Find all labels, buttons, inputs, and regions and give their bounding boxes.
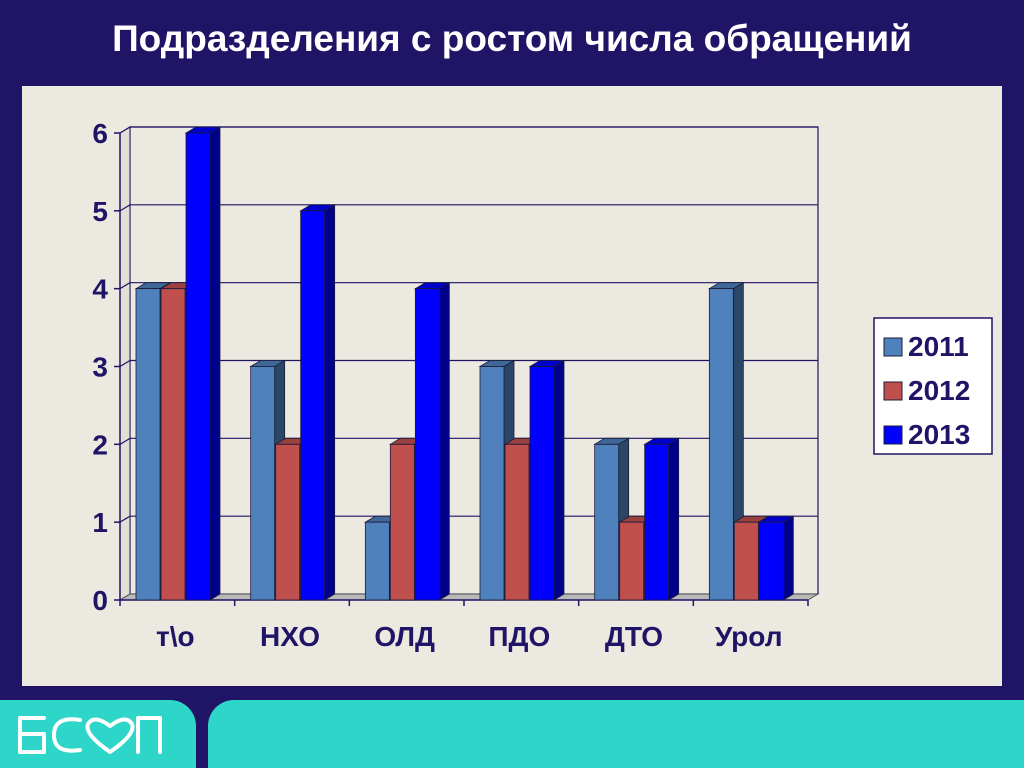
gridline — [119, 437, 818, 445]
slide-title: Подразделения с ростом числа обращений — [112, 18, 912, 59]
bsmp-logo — [18, 716, 162, 754]
bar-side-2013 — [782, 515, 794, 601]
x-tick-label: ПДО — [488, 621, 550, 652]
gridline — [119, 359, 818, 368]
footer-divider — [196, 700, 208, 768]
bar-2011 — [708, 288, 734, 601]
legend-label: 2013 — [908, 419, 970, 450]
bar-side-2013 — [209, 126, 221, 601]
gridline — [119, 282, 818, 290]
bar-2013 — [185, 132, 211, 601]
bar-2012 — [160, 288, 186, 601]
chart-panel: 0 1 2 3 4 5 6 т\о НХО ОЛД ПДО ДТО Урол 2011 2012 2013 — [22, 86, 1002, 686]
y-tick-label: 5 — [92, 196, 108, 227]
bar-2012 — [733, 521, 759, 601]
bar-2012 — [504, 443, 530, 601]
y-tick-label: 0 — [92, 585, 108, 616]
legend-swatch-2012 — [883, 381, 903, 401]
bar-2013 — [758, 521, 784, 601]
bar-2012 — [619, 521, 645, 601]
gridline — [119, 515, 818, 523]
x-tick-label: ДТО — [605, 621, 663, 652]
bar-chart: 0 1 2 3 4 5 6 т\о НХО ОЛД ПДО ДТО Урол 2011 2012 2013 — [92, 118, 993, 652]
bar-2013 — [529, 366, 555, 601]
bar-2012 — [275, 443, 301, 601]
y-tick-label: 4 — [92, 274, 108, 305]
bar-2011 — [135, 288, 161, 601]
gridline — [119, 204, 818, 212]
bar-2013 — [414, 288, 440, 601]
bar-2011 — [364, 521, 390, 601]
y-tick-label: 2 — [92, 429, 108, 460]
y-tick-label: 3 — [92, 352, 108, 383]
legend-swatch-2011 — [883, 337, 903, 357]
x-tick-label: Урол — [715, 621, 783, 652]
footer-bar — [208, 700, 1024, 768]
bar-side-2013 — [553, 359, 565, 601]
y-tick-label: 6 — [92, 118, 108, 149]
y-tick-label: 1 — [92, 507, 108, 538]
legend-swatch-2013 — [883, 425, 903, 445]
bar-2012 — [389, 443, 415, 601]
x-tick-label: ОЛД — [374, 621, 435, 652]
gridline — [119, 126, 818, 134]
legend-label: 2011 — [908, 331, 969, 362]
x-tick-label: НХО — [260, 621, 320, 652]
bar-side-2013 — [438, 281, 450, 601]
bar-2011 — [250, 366, 276, 601]
bar-2011 — [594, 443, 620, 601]
bar-side-2013 — [668, 437, 680, 601]
bar-2013 — [644, 443, 670, 601]
bar-side-2013 — [324, 204, 336, 601]
legend-label: 2012 — [908, 375, 970, 406]
x-tick-label: т\о — [156, 621, 195, 652]
bar-2013 — [300, 210, 326, 601]
bar-2011 — [479, 366, 505, 601]
